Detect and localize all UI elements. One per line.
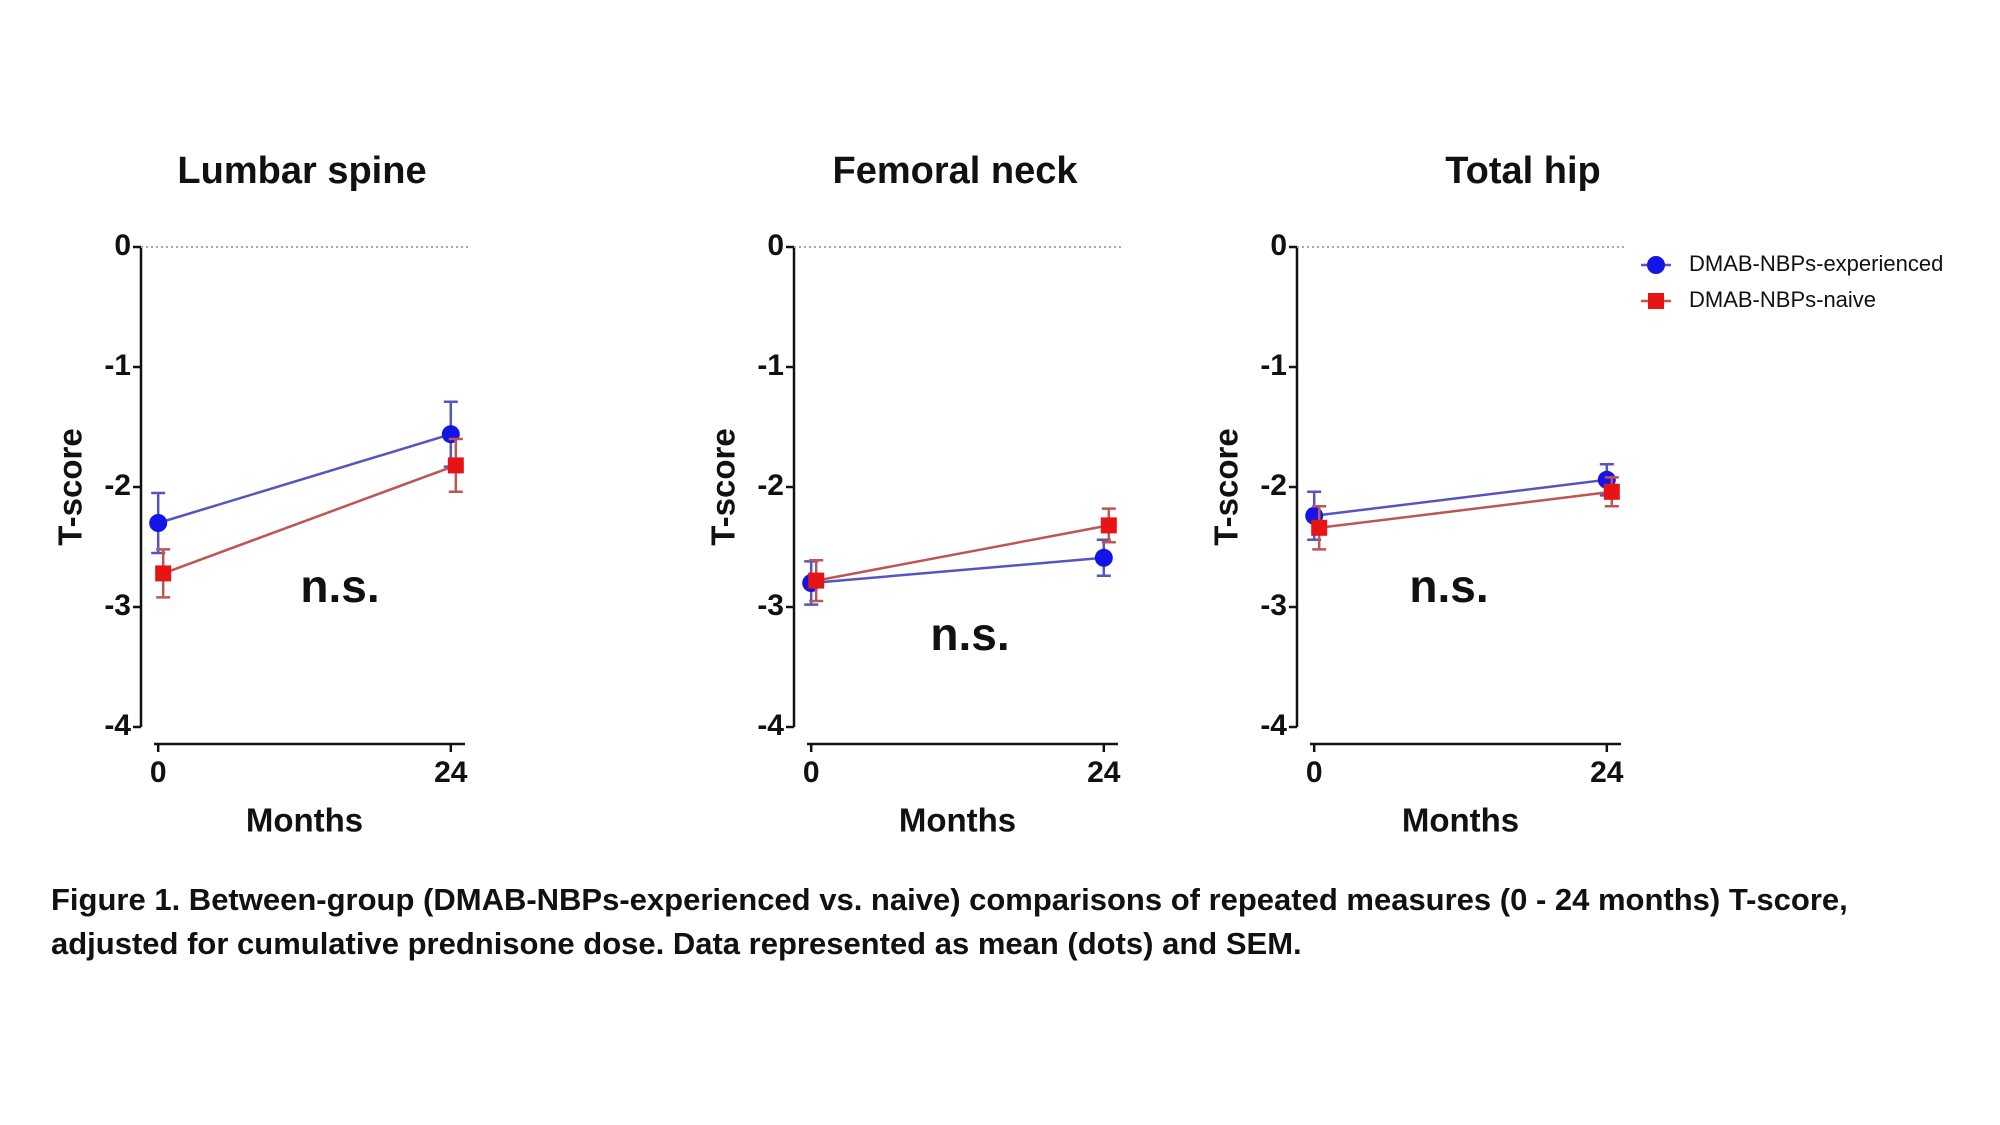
chart-title: Femoral neck bbox=[833, 150, 1079, 192]
x-axis-label: Months bbox=[1402, 802, 1519, 839]
y-tick-label: -3 bbox=[1260, 589, 1287, 622]
x-tick-label: 24 bbox=[1087, 756, 1121, 789]
marker bbox=[447, 457, 464, 474]
legend-label: DMAB-NBPs-naive bbox=[1689, 287, 1876, 312]
legend-marker bbox=[1648, 293, 1664, 309]
marker bbox=[1603, 483, 1620, 500]
y-tick-label: -4 bbox=[757, 709, 784, 742]
y-axis-label: T-score bbox=[1208, 428, 1245, 545]
marker bbox=[1094, 548, 1113, 567]
y-tick-label: -2 bbox=[757, 469, 784, 502]
x-tick-label: 0 bbox=[803, 756, 820, 789]
marker bbox=[155, 565, 172, 582]
y-tick-label: 0 bbox=[114, 229, 131, 262]
x-tick-label: 0 bbox=[1306, 756, 1323, 789]
legend-label: DMAB-NBPs-experienced bbox=[1689, 251, 1943, 276]
chart-title: Total hip bbox=[1445, 150, 1601, 192]
y-tick-label: -2 bbox=[104, 469, 131, 502]
marker bbox=[1100, 517, 1117, 534]
series-line bbox=[162, 464, 457, 575]
figure: Lumbar spine -4 -3 -2 -1 0 0 24 Months T-score n.s… bbox=[52, 150, 1944, 839]
y-tick-label: -2 bbox=[1260, 469, 1287, 502]
annotation: n.s. bbox=[300, 560, 379, 612]
x-tick-label: 24 bbox=[1590, 756, 1624, 789]
series-line bbox=[157, 433, 452, 525]
y-tick-label: -3 bbox=[757, 589, 784, 622]
marker bbox=[149, 514, 168, 532]
x-tick-label: 0 bbox=[150, 756, 167, 789]
chart-title: Lumbar spine bbox=[177, 150, 426, 192]
annotation: n.s. bbox=[930, 608, 1009, 660]
figure-caption: Figure 1. Between-group (DMAB-NBPs-exper… bbox=[51, 882, 1848, 961]
marker bbox=[441, 425, 460, 444]
x-axis-label: Months bbox=[899, 802, 1016, 839]
y-tick-label: -1 bbox=[1260, 349, 1287, 382]
y-tick-label: -1 bbox=[104, 349, 131, 382]
legend-marker bbox=[1647, 256, 1665, 274]
annotation: n.s. bbox=[1409, 560, 1488, 612]
y-tick-label: -3 bbox=[104, 589, 131, 622]
series-line bbox=[815, 524, 1110, 582]
y-tick-label: -4 bbox=[104, 709, 131, 742]
series-line bbox=[1314, 478, 1607, 518]
y-tick-label: -4 bbox=[1260, 709, 1287, 742]
series-line bbox=[1319, 490, 1612, 530]
y-tick-label: -1 bbox=[757, 349, 784, 382]
y-tick-label: 0 bbox=[1270, 229, 1287, 262]
series-line bbox=[811, 556, 1104, 585]
y-axis-label: T-score bbox=[705, 428, 742, 545]
y-axis-label: T-score bbox=[52, 428, 89, 545]
x-axis-label: Months bbox=[246, 802, 363, 839]
marker bbox=[1311, 519, 1328, 536]
marker bbox=[808, 572, 825, 589]
y-tick-label: 0 bbox=[767, 229, 784, 262]
x-tick-label: 24 bbox=[434, 756, 468, 789]
